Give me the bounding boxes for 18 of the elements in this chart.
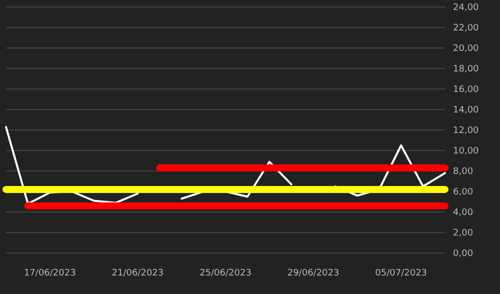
- y-tick-label: 2,00: [453, 228, 474, 239]
- y-tick-label: 12,00: [453, 126, 480, 136]
- y-tick-label: 16,00: [453, 85, 480, 96]
- y-tick-label: 14,00: [453, 106, 480, 116]
- y-tick-label: 0,00: [453, 249, 474, 260]
- y-tick-label: 4,00: [453, 208, 474, 218]
- y-tick-label: 8,00: [453, 167, 474, 178]
- y-tick-label: 24,00: [453, 3, 480, 14]
- x-tick-label: 17/06/2023: [24, 268, 76, 278]
- x-tick-label: 29/06/2023: [287, 268, 340, 278]
- x-tick-label: 05/07/2023: [375, 268, 428, 278]
- y-tick-label: 20,00: [453, 44, 480, 54]
- x-tick-label: 25/06/2023: [200, 268, 252, 278]
- y-tick-label: 22,00: [453, 24, 480, 34]
- x-tick-label: 21/06/2023: [112, 268, 164, 278]
- y-tick-label: 18,00: [453, 64, 480, 75]
- y-tick-label: 6,00: [453, 188, 474, 198]
- y-tick-label: 10,00: [453, 146, 480, 157]
